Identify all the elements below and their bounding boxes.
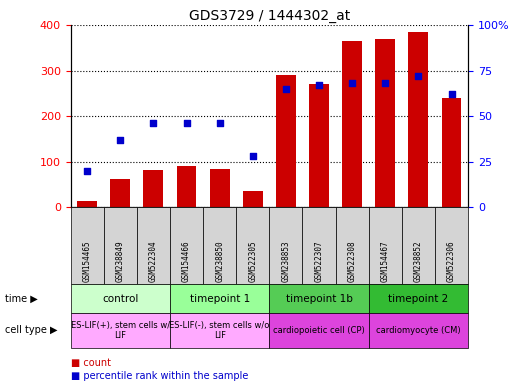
Point	[414, 73, 423, 79]
Text: GSM154466: GSM154466	[182, 241, 191, 282]
Text: GSM522308: GSM522308	[348, 241, 357, 282]
Text: ■ count: ■ count	[71, 358, 110, 368]
Bar	[376, 39, 395, 207]
Point	[248, 153, 257, 159]
Bar	[408, 32, 428, 207]
Bar	[309, 84, 329, 207]
Text: ES-LIF(-), stem cells w/o
LIF: ES-LIF(-), stem cells w/o LIF	[169, 321, 270, 340]
Bar	[441, 98, 461, 207]
Text: GSM238849: GSM238849	[116, 241, 125, 282]
Text: GSM522304: GSM522304	[149, 241, 158, 282]
Point	[315, 82, 323, 88]
Text: ■ percentile rank within the sample: ■ percentile rank within the sample	[71, 371, 248, 381]
Point	[149, 121, 157, 127]
Bar	[177, 166, 197, 207]
Text: GSM522305: GSM522305	[248, 241, 257, 282]
Bar	[143, 170, 163, 207]
Text: GSM522307: GSM522307	[314, 241, 324, 282]
Text: GSM238850: GSM238850	[215, 241, 224, 282]
Text: control: control	[102, 293, 139, 304]
Bar	[110, 179, 130, 207]
Text: GSM154467: GSM154467	[381, 241, 390, 282]
Point	[83, 168, 92, 174]
Point	[381, 80, 390, 86]
Text: cardiopoietic cell (CP): cardiopoietic cell (CP)	[273, 326, 365, 335]
Text: time ▶: time ▶	[5, 293, 38, 304]
Bar	[210, 169, 230, 207]
Point	[116, 137, 124, 143]
Text: GSM522306: GSM522306	[447, 241, 456, 282]
Point	[348, 80, 356, 86]
Point	[282, 86, 290, 92]
Point	[215, 121, 224, 127]
Text: GSM238853: GSM238853	[281, 241, 290, 282]
Title: GDS3729 / 1444302_at: GDS3729 / 1444302_at	[189, 8, 350, 23]
Text: cell type ▶: cell type ▶	[5, 325, 58, 335]
Point	[447, 91, 456, 98]
Text: timepoint 2: timepoint 2	[388, 293, 449, 304]
Point	[183, 121, 191, 127]
Text: timepoint 1: timepoint 1	[189, 293, 250, 304]
Bar	[243, 191, 263, 207]
Text: GSM238852: GSM238852	[414, 241, 423, 282]
Bar	[342, 41, 362, 207]
Text: cardiomyocyte (CM): cardiomyocyte (CM)	[376, 326, 461, 335]
Text: ES-LIF(+), stem cells w/
LIF: ES-LIF(+), stem cells w/ LIF	[71, 321, 170, 340]
Bar	[276, 75, 296, 207]
Text: GSM154465: GSM154465	[83, 241, 92, 282]
Text: timepoint 1b: timepoint 1b	[286, 293, 353, 304]
Bar	[77, 200, 97, 207]
